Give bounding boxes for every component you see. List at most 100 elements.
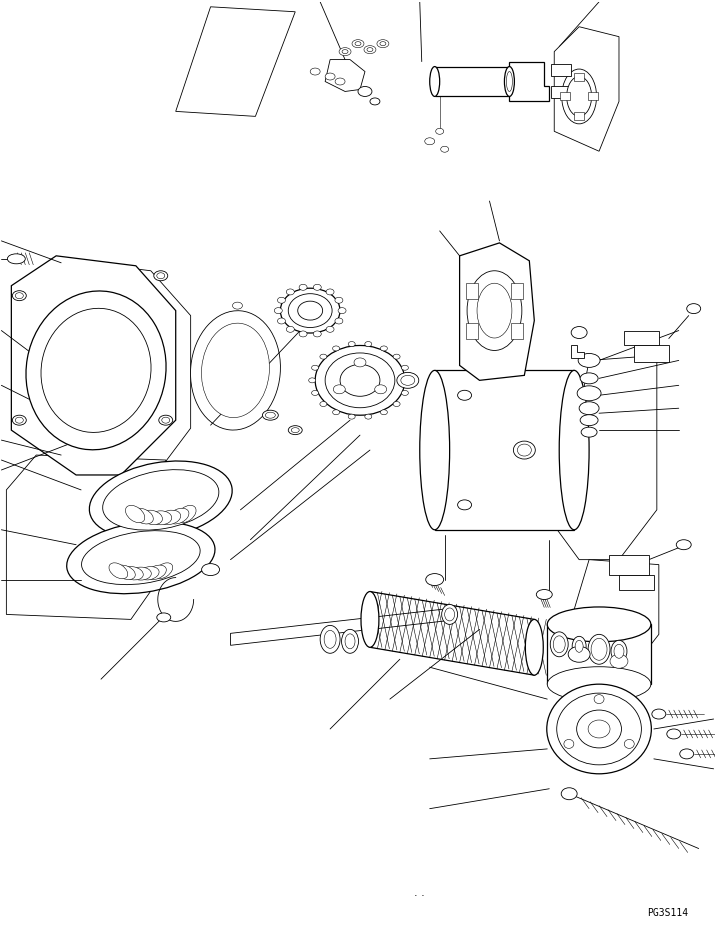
Ellipse shape (614, 644, 624, 658)
Ellipse shape (26, 291, 166, 450)
Ellipse shape (667, 729, 681, 739)
Ellipse shape (320, 625, 340, 653)
Ellipse shape (547, 607, 651, 642)
Polygon shape (231, 608, 450, 645)
Ellipse shape (676, 540, 691, 549)
Ellipse shape (348, 414, 355, 419)
Ellipse shape (588, 635, 610, 665)
Ellipse shape (352, 39, 364, 48)
Ellipse shape (335, 298, 343, 303)
Ellipse shape (430, 66, 440, 96)
Ellipse shape (467, 271, 522, 350)
Ellipse shape (553, 636, 565, 652)
Ellipse shape (591, 638, 607, 660)
Ellipse shape (146, 565, 166, 579)
Ellipse shape (679, 749, 694, 759)
Ellipse shape (354, 358, 366, 367)
Ellipse shape (289, 294, 332, 328)
Ellipse shape (326, 327, 334, 332)
Ellipse shape (364, 46, 376, 53)
Polygon shape (634, 345, 669, 362)
Polygon shape (370, 592, 534, 675)
Ellipse shape (262, 410, 279, 420)
Ellipse shape (278, 298, 286, 303)
Ellipse shape (138, 566, 159, 580)
Ellipse shape (335, 78, 345, 85)
Ellipse shape (397, 373, 419, 388)
Ellipse shape (233, 302, 243, 309)
Bar (465, 323, 478, 339)
Ellipse shape (280, 288, 340, 333)
Ellipse shape (581, 427, 597, 437)
Ellipse shape (122, 566, 143, 580)
Ellipse shape (569, 646, 590, 663)
Polygon shape (609, 555, 649, 575)
Polygon shape (6, 455, 165, 620)
Polygon shape (624, 330, 659, 345)
Ellipse shape (576, 710, 621, 748)
Ellipse shape (7, 254, 25, 264)
Ellipse shape (393, 402, 400, 406)
Ellipse shape (159, 510, 180, 524)
Ellipse shape (551, 632, 569, 657)
Ellipse shape (299, 331, 307, 337)
Bar (574, 73, 584, 80)
Ellipse shape (557, 694, 642, 765)
Ellipse shape (425, 138, 435, 145)
Polygon shape (571, 345, 584, 358)
Ellipse shape (311, 365, 319, 371)
Ellipse shape (402, 390, 408, 395)
Ellipse shape (518, 444, 531, 456)
Ellipse shape (291, 428, 299, 432)
Ellipse shape (325, 353, 395, 408)
Ellipse shape (624, 739, 634, 749)
Ellipse shape (334, 385, 345, 394)
Ellipse shape (289, 426, 302, 434)
Ellipse shape (572, 636, 586, 656)
Ellipse shape (506, 71, 513, 92)
Ellipse shape (115, 565, 135, 579)
Ellipse shape (333, 410, 339, 415)
Ellipse shape (687, 303, 701, 314)
Bar (551, 64, 571, 76)
Ellipse shape (201, 323, 269, 417)
Polygon shape (619, 575, 654, 590)
Ellipse shape (309, 378, 316, 383)
Ellipse shape (326, 289, 334, 295)
Ellipse shape (150, 511, 172, 525)
Ellipse shape (420, 371, 450, 530)
Text: . .: . . (415, 888, 425, 899)
Ellipse shape (380, 346, 387, 351)
Ellipse shape (342, 50, 348, 53)
Ellipse shape (513, 441, 536, 459)
Bar (511, 323, 523, 339)
Ellipse shape (445, 608, 455, 621)
Ellipse shape (67, 521, 215, 593)
Ellipse shape (202, 563, 220, 576)
Ellipse shape (458, 390, 472, 401)
Ellipse shape (333, 346, 339, 351)
Ellipse shape (370, 98, 380, 105)
Polygon shape (460, 242, 534, 380)
Ellipse shape (580, 373, 598, 384)
Ellipse shape (562, 69, 596, 124)
Ellipse shape (109, 563, 127, 578)
Ellipse shape (324, 630, 336, 649)
Ellipse shape (355, 42, 361, 46)
Ellipse shape (402, 365, 408, 371)
Ellipse shape (405, 378, 411, 383)
Ellipse shape (190, 311, 281, 430)
Ellipse shape (177, 505, 196, 522)
Ellipse shape (436, 128, 444, 134)
Polygon shape (32, 261, 190, 488)
Ellipse shape (12, 416, 26, 425)
Polygon shape (11, 256, 175, 475)
Polygon shape (509, 62, 549, 101)
Ellipse shape (168, 508, 189, 524)
Polygon shape (435, 371, 574, 530)
Polygon shape (559, 560, 659, 680)
Ellipse shape (274, 308, 282, 314)
Ellipse shape (536, 590, 552, 599)
Polygon shape (557, 356, 657, 560)
Ellipse shape (157, 613, 170, 622)
